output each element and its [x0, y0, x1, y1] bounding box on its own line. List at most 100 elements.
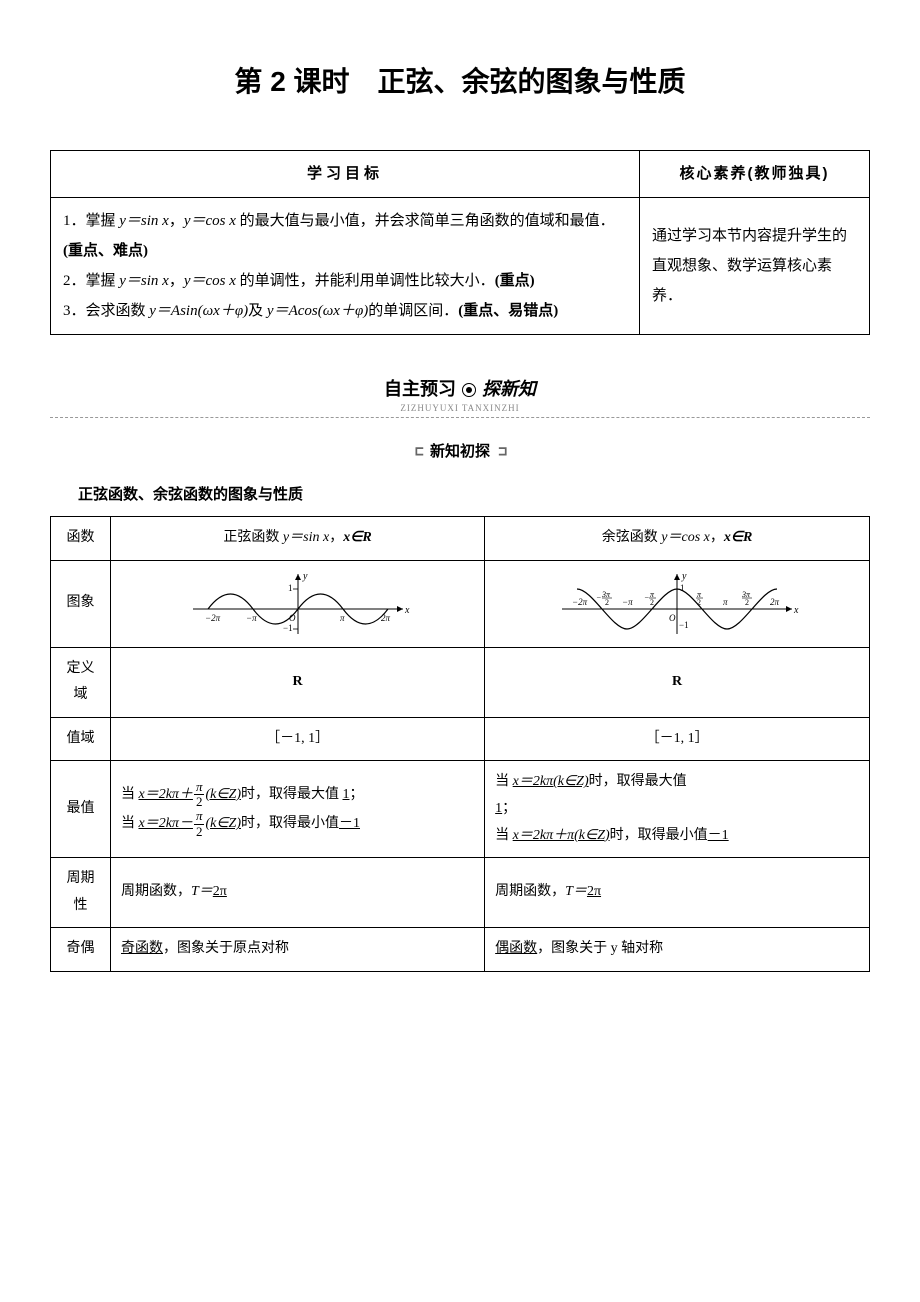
objectives-table: 学习目标 核心素养(教师独具) 1．掌握 y＝sin x，y＝cos x 的最大… — [50, 150, 870, 335]
cos-graph: −2π − 3π 2 −π − π 2 O π 2 π 3π 2 2π 1 — [552, 569, 802, 639]
sin-graph-cell: −2π −π O π 2π 1 −1 x y — [111, 560, 485, 647]
text: 的单调性，并能利用单调性比较大小． — [236, 273, 495, 289]
svg-text:−1: −1 — [679, 620, 689, 630]
formula: x＝2kπ＋ — [139, 787, 193, 802]
cos-parity: 偶函数，图象关于 y 轴对称 — [485, 928, 870, 972]
text: 的单调区间． — [368, 303, 458, 319]
text: 3．会求函数 — [63, 303, 149, 319]
formula: T＝ — [191, 884, 213, 899]
svg-text:−2π: −2π — [572, 597, 588, 607]
svg-text:−: − — [596, 593, 601, 602]
svg-text:−2π: −2π — [205, 613, 221, 623]
svg-text:O: O — [289, 613, 296, 623]
svg-text:1: 1 — [288, 583, 293, 593]
text: 及 — [248, 303, 267, 319]
cos-domain: R — [485, 647, 870, 717]
formula: (k∈Z) — [205, 787, 241, 802]
text: ， — [169, 213, 184, 229]
bracket-left-icon: ⊏ — [415, 442, 422, 460]
head-cos: 余弦函数 y＝cos x，x∈R — [485, 517, 870, 561]
text: ，图象关于 y 轴对称 — [537, 941, 663, 956]
domain: x∈R — [724, 530, 753, 545]
row-period-label: 周期性 — [51, 858, 111, 928]
cos-extrema: 当 x＝2kπ(k∈Z)时，取得最大值1； 当 x＝2kπ＋π(k∈Z)时，取得… — [485, 761, 870, 858]
value: 1 — [343, 787, 350, 802]
text: 当 — [495, 828, 513, 843]
sub-banner: ⊏ 新知初探 ⊐ — [50, 438, 870, 463]
svg-text:2π: 2π — [770, 597, 780, 607]
text: 2．掌握 — [63, 273, 119, 289]
frac-den: 2 — [194, 825, 205, 839]
text: 时，取得最小值 — [610, 828, 708, 843]
svg-text:π: π — [340, 613, 345, 623]
frac-den: 2 — [194, 795, 205, 809]
text: ； — [350, 787, 364, 802]
frac-num: π — [194, 809, 205, 824]
parity-label-text: 奇偶 — [67, 941, 95, 956]
properties-table: 函数 正弦函数 y＝sin x，x∈R 余弦函数 y＝cos x，x∈R 图象 … — [50, 516, 870, 972]
frac-num: π — [194, 780, 205, 795]
domain: x∈R — [343, 530, 372, 545]
cos-graph-cell: −2π − 3π 2 −π − π 2 O π 2 π 3π 2 2π 1 — [485, 560, 870, 647]
text: 当 — [495, 774, 513, 789]
banner-right: 探新知 — [482, 379, 536, 399]
text: 当 — [121, 787, 139, 802]
formula: y＝sin x — [283, 530, 329, 545]
formula: x＝2kπ＋π(k∈Z) — [513, 828, 610, 843]
row-domain-label: 定义域 — [51, 647, 111, 717]
body-heading: 正弦函数、余弦函数的图象与性质 — [78, 483, 870, 504]
sin-period: 周期函数，T＝2π — [111, 858, 485, 928]
row-extrema-label: 最值 — [51, 761, 111, 858]
text: 周期函数， — [121, 884, 191, 899]
text: 时，取得最大值 — [241, 787, 343, 802]
svg-text:2: 2 — [697, 598, 701, 607]
tag: (重点) — [495, 273, 535, 289]
row-parity-label: 奇偶 — [51, 928, 111, 972]
objectives-heading-left: 学习目标 — [51, 151, 640, 198]
text: 时，取得最大值 — [589, 774, 687, 789]
formula: y＝Asin(ωx＋φ) — [149, 303, 248, 319]
svg-text:−1: −1 — [283, 623, 293, 633]
formula: y＝sin x — [119, 213, 169, 229]
svg-text:2: 2 — [650, 598, 654, 607]
text: ， — [169, 273, 184, 289]
svg-text:2π: 2π — [381, 613, 391, 623]
formula: y＝cos x — [184, 273, 236, 289]
objectives-left-cell: 1．掌握 y＝sin x，y＝cos x 的最大值与最小值，并会求简单三角函数的… — [51, 198, 640, 335]
sin-range: ［－1, 1］ — [111, 717, 485, 761]
formula: T＝ — [565, 884, 587, 899]
bracket-right-icon: ⊐ — [498, 442, 505, 460]
keyword: 偶函数 — [495, 941, 537, 956]
formula: x＝2kπ－ — [139, 816, 193, 831]
text: 余弦函数 — [602, 530, 662, 545]
svg-text:−π: −π — [246, 613, 257, 623]
head-func: 函数 — [51, 517, 111, 561]
svg-text:−π: −π — [622, 597, 633, 607]
formula: x＝2kπ(k∈Z) — [513, 774, 589, 789]
svg-text:O: O — [669, 613, 676, 623]
banner-pinyin: ZIZHUYUXI TANXINZHI — [50, 403, 870, 413]
text: 时，取得最小值 — [241, 816, 339, 831]
text: 的最大值与最小值，并会求简单三角函数的值域和最值． — [236, 213, 615, 229]
row-graph-label: 图象 — [51, 560, 111, 647]
sin-parity: 奇函数，图象关于原点对称 — [111, 928, 485, 972]
objectives-heading-right: 核心素养(教师独具) — [640, 151, 870, 198]
obj-item2: 2．掌握 y＝sin x，y＝cos x 的单调性，并能利用单调性比较大小．(重… — [63, 273, 535, 289]
value: 2π — [587, 884, 601, 899]
sin-graph: −2π −π O π 2π 1 −1 x y — [183, 569, 413, 639]
value: 2π — [213, 884, 227, 899]
svg-text:π: π — [723, 597, 728, 607]
sin-domain: R — [111, 647, 485, 717]
svg-text:1: 1 — [680, 583, 685, 593]
text: ，图象关于原点对称 — [163, 941, 289, 956]
formula: y＝cos x — [661, 530, 710, 545]
text: 周期函数， — [495, 884, 565, 899]
text: ， — [710, 530, 724, 545]
svg-text:2: 2 — [745, 598, 749, 607]
sin-extrema: 当 x＝2kπ＋π2(k∈Z)时，取得最大值 1； 当 x＝2kπ－π2(k∈Z… — [111, 761, 485, 858]
obj-item1: 1．掌握 y＝sin x，y＝cos x 的最大值与最小值，并会求简单三角函数的… — [63, 213, 615, 259]
dashed-divider — [50, 417, 870, 418]
svg-text:y: y — [302, 571, 308, 582]
section-banner: 自主预习 探新知 ZIZHUYUXI TANXINZHI — [50, 375, 870, 418]
svg-text:2: 2 — [605, 598, 609, 607]
